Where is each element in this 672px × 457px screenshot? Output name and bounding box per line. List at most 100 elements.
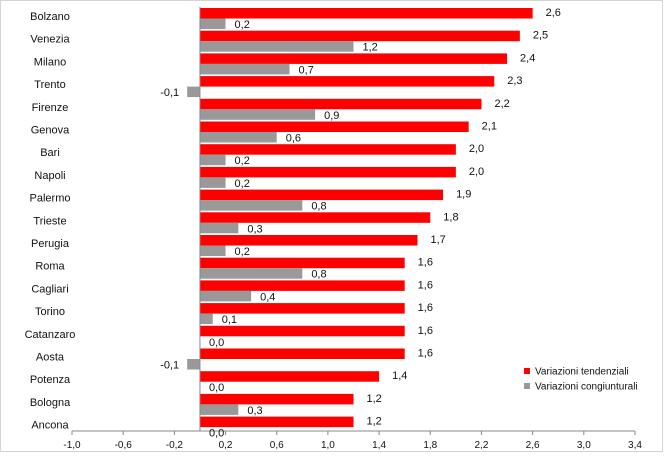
value-label-tendenziale-aosta: 1,6 <box>418 348 433 360</box>
bar-congiunturale-bologna <box>199 404 239 415</box>
x-tick-label: -0,6 <box>115 440 133 451</box>
value-label-congiunturale-aosta: -0,1 <box>160 360 179 372</box>
bar-tendenziale-bologna <box>199 393 354 405</box>
bar-tendenziale-trieste <box>199 212 431 223</box>
value-label-tendenziale-roma: 1,6 <box>418 257 433 269</box>
legend-swatch-congiunturali <box>524 383 530 389</box>
category-label-potenza: Potenza <box>30 374 71 386</box>
bar-congiunturale-napoli <box>199 177 226 188</box>
x-tick-label: 0,6 <box>270 440 284 451</box>
bar-tendenziale-firenze <box>199 98 482 110</box>
category-label-bologna: Bologna <box>30 397 71 409</box>
legend-label-tendenziali: Variazioni tendenziali <box>535 367 629 378</box>
bar-tendenziale-milano <box>199 53 508 64</box>
value-label-tendenziale-genova: 2,1 <box>482 121 497 133</box>
value-label-tendenziale-palermo: 1,9 <box>456 189 471 201</box>
bar-congiunturale-firenze <box>199 109 316 120</box>
bar-tendenziale-bolzano <box>199 8 533 19</box>
category-label-trento: Trento <box>34 79 65 91</box>
bar-tendenziale-trento <box>199 76 495 87</box>
bar-tendenziale-napoli <box>199 166 456 178</box>
bar-congiunturale-bari <box>199 154 226 166</box>
x-tick-label: 3,0 <box>577 440 591 451</box>
bar-tendenziale-torino <box>199 303 405 314</box>
category-label-genova: Genova <box>31 125 70 137</box>
value-label-congiunturale-palermo: 0,8 <box>311 201 326 213</box>
value-label-tendenziale-napoli: 2,0 <box>469 166 484 178</box>
x-tick-label: -1,0 <box>63 440 81 451</box>
legend-swatch-tendenziali <box>524 368 530 374</box>
value-label-congiunturale-potenza: 0,0 <box>209 382 224 394</box>
category-label-bari: Bari <box>40 147 60 159</box>
category-label-napoli: Napoli <box>34 170 65 182</box>
x-tick-label: 1,0 <box>321 440 335 451</box>
bar-congiunturale-genova <box>199 132 277 143</box>
value-label-tendenziale-firenze: 2,2 <box>494 98 509 110</box>
x-tick-label: -0,2 <box>166 440 184 451</box>
legend-label-congiunturali: Variazioni congiunturali <box>535 382 638 393</box>
value-label-congiunturale-trento: -0,1 <box>160 87 179 99</box>
category-label-cagliari: Cagliari <box>31 283 68 295</box>
category-label-perugia: Perugia <box>31 238 70 250</box>
bar-congiunturale-trento <box>187 86 200 98</box>
value-label-congiunturale-firenze: 0,9 <box>324 110 339 122</box>
bar-tendenziale-perugia <box>199 235 418 246</box>
value-label-tendenziale-perugia: 1,7 <box>430 234 445 246</box>
x-tick-label: 1,8 <box>423 440 437 451</box>
category-label-bolzano: Bolzano <box>30 11 70 23</box>
bar-congiunturale-bolzano <box>199 18 226 29</box>
legend: Variazioni tendenziali Variazioni congiun… <box>524 367 638 393</box>
labels-layer: Bolzano 2,6 0,2 Venezia 2,5 1,2 Milano 2,4 0,7 Tr… <box>25 7 561 440</box>
value-label-congiunturale-torino: 0,1 <box>222 314 237 326</box>
value-label-congiunturale-bologna: 0,3 <box>247 405 262 417</box>
bars-layer <box>187 8 533 428</box>
value-label-congiunturale-roma: 0,8 <box>311 269 326 281</box>
x-tick-label: 2,6 <box>526 440 540 451</box>
value-label-tendenziale-catanzaro: 1,6 <box>418 325 433 337</box>
bar-tendenziale-potenza <box>199 371 380 382</box>
bar-tendenziale-ancona <box>199 416 354 428</box>
value-label-congiunturale-bolzano: 0,2 <box>235 19 250 31</box>
category-label-aosta: Aosta <box>36 352 65 364</box>
value-label-tendenziale-trento: 2,3 <box>507 75 522 87</box>
bar-tendenziale-roma <box>199 257 405 269</box>
value-label-tendenziale-ancona: 1,2 <box>367 416 382 428</box>
value-label-tendenziale-bari: 2,0 <box>469 143 484 155</box>
bar-congiunturale-palermo <box>199 200 303 211</box>
bar-congiunturale-torino <box>199 313 213 325</box>
category-label-ancona: Ancona <box>31 420 69 432</box>
value-label-congiunturale-perugia: 0,2 <box>235 246 250 258</box>
value-label-congiunturale-napoli: 0,2 <box>235 178 250 190</box>
bar-congiunturale-perugia <box>199 245 226 256</box>
value-label-congiunturale-ancona: 0,0 <box>209 428 224 440</box>
value-label-tendenziale-cagliari: 1,6 <box>418 279 433 291</box>
value-label-congiunturale-trieste: 0,3 <box>247 223 262 235</box>
bar-tendenziale-palermo <box>199 189 444 201</box>
x-tick-label: 0,2 <box>219 440 233 451</box>
x-tick-label: 1,4 <box>372 440 386 451</box>
bar-congiunturale-milano <box>199 63 290 75</box>
value-label-congiunturale-genova: 0,6 <box>286 133 301 145</box>
value-label-tendenziale-potenza: 1,4 <box>392 370 407 382</box>
value-label-tendenziale-milano: 2,4 <box>520 52 535 64</box>
category-label-milano: Milano <box>34 56 66 68</box>
value-label-tendenziale-trieste: 1,8 <box>443 211 458 223</box>
bar-congiunturale-roma <box>199 268 303 279</box>
category-label-torino: Torino <box>35 306 65 318</box>
category-label-catanzaro: Catanzaro <box>25 329 76 341</box>
value-label-congiunturale-milano: 0,7 <box>299 64 314 76</box>
bar-tendenziale-venezia <box>199 30 520 42</box>
value-label-tendenziale-torino: 1,6 <box>418 302 433 314</box>
bar-congiunturale-venezia <box>199 41 354 52</box>
category-label-venezia: Venezia <box>30 34 70 46</box>
x-tick-label: 2,2 <box>475 440 489 451</box>
bar-congiunturale-trieste <box>199 222 239 234</box>
category-label-palermo: Palermo <box>30 193 71 205</box>
bar-tendenziale-genova <box>199 121 469 132</box>
x-tick-label: 3,4 <box>628 440 642 451</box>
value-label-congiunturale-catanzaro: 0,0 <box>209 337 224 349</box>
axes-layer: -1,0 -0,6 -0,2 0,2 0,6 1,0 1,4 1,8 2,2 2,6 3,0 3,4 <box>63 7 642 451</box>
bar-congiunturale-cagliari <box>199 290 252 302</box>
